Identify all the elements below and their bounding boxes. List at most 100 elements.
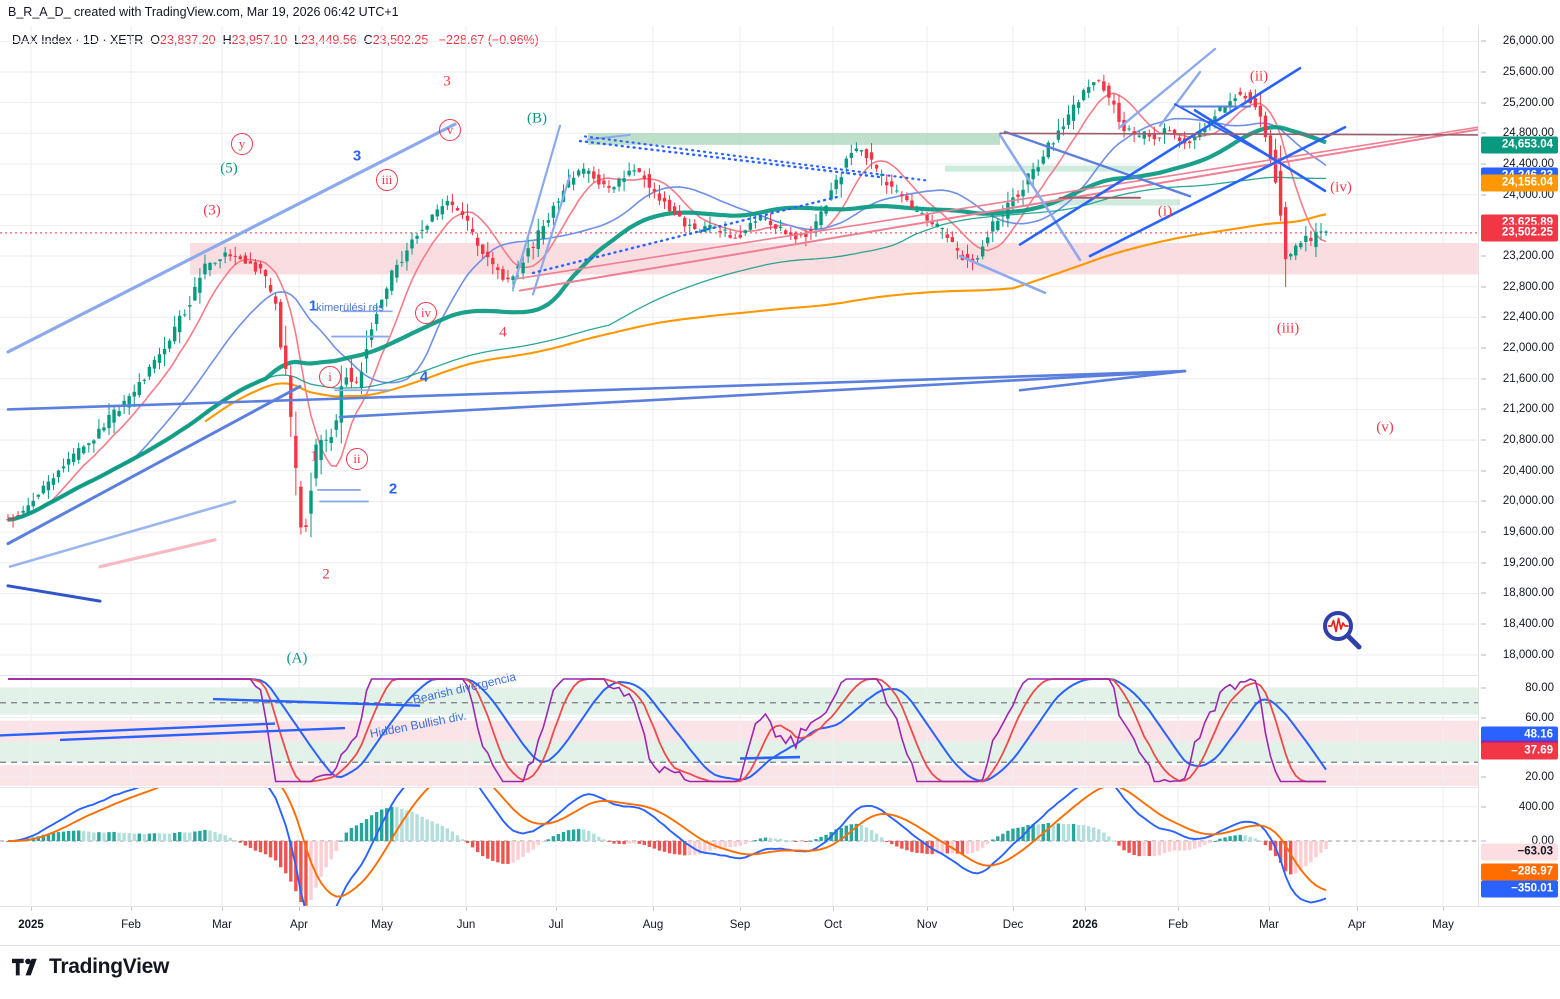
tradingview-logo-icon [12, 958, 37, 975]
time-tick-mark [222, 907, 223, 911]
candlestick-series [6, 74, 1328, 538]
time-tick-label: 2026 [1072, 919, 1098, 931]
time-tick-label: Feb [1168, 919, 1188, 931]
price-tick-label: 18,000.00 [1502, 648, 1554, 661]
time-tick-label: Jul [548, 919, 564, 931]
pane-separator-1[interactable] [0, 675, 1560, 676]
price-tick-mark [1481, 470, 1486, 472]
time-tick-label: Feb [121, 919, 141, 931]
legend-close-value: 23,502.25 [372, 33, 429, 47]
rsi-tick-mark [1481, 776, 1486, 778]
legend-open-value: 23,837.20 [160, 33, 216, 47]
rsi-pane[interactable] [0, 676, 1478, 786]
macd-pane[interactable] [0, 788, 1478, 906]
price-tick-mark [1481, 347, 1486, 349]
time-tick-mark [1443, 907, 1444, 911]
ema-badge[interactable]: 24,653.04 [1481, 136, 1558, 154]
moving-averages [7, 92, 1327, 522]
time-tick-mark [740, 907, 741, 911]
rsi-ma-red-badge[interactable]: 37.69 [1481, 742, 1558, 760]
watermark-text: B_R_A_D_ created with TradingView.com, M… [8, 5, 399, 19]
macd-line-badge[interactable]: −350.01 [1481, 880, 1558, 898]
macd-tick-mark [1481, 840, 1486, 842]
legend-interval[interactable]: 1D [82, 33, 99, 47]
pane-separator-2[interactable] [0, 787, 1560, 788]
macd-histogram-badge[interactable]: −63.03 [1481, 843, 1558, 861]
price-tick-label: 20,800.00 [1502, 434, 1554, 447]
price-tick-label: 25,200.00 [1502, 96, 1554, 109]
price-tick-label: 22,000.00 [1502, 342, 1554, 355]
time-tick-label: Sep [729, 919, 751, 931]
legend-high-label: H [222, 33, 232, 47]
price-tick-label: 25,600.00 [1502, 66, 1554, 78]
price-tick-label: 19,600.00 [1502, 526, 1554, 539]
time-tick-label: Jun [456, 919, 476, 931]
tradingview-wordmark: TradingView [49, 955, 170, 978]
legend-change: −228.67 (−0.96%) [438, 33, 539, 47]
price-tick-mark [1481, 71, 1486, 73]
price-pane[interactable] [0, 26, 1478, 674]
time-tick-mark [466, 907, 467, 911]
price-tick-mark [1481, 286, 1486, 288]
price-tick-mark [1481, 654, 1486, 656]
time-tick-label: Mar [212, 919, 232, 931]
price-tick-mark [1481, 592, 1486, 594]
price-tick-label: 18,800.00 [1502, 587, 1554, 600]
rsi-tick-label: 80.00 [1525, 681, 1554, 694]
price-tick-label: 20,400.00 [1502, 464, 1554, 477]
time-tick-label: 2025 [18, 919, 44, 931]
macd-signal-badge[interactable]: −286.97 [1481, 863, 1558, 881]
rsi-tick-label: 60.00 [1525, 711, 1554, 724]
price-zones [190, 132, 1478, 275]
time-tick-mark [1013, 907, 1014, 911]
price-tick-label: 24,400.00 [1502, 158, 1554, 171]
time-tick-label: Aug [642, 919, 664, 931]
time-tick-label: May [1432, 919, 1454, 931]
time-tick-label: Mar [1259, 919, 1279, 931]
legend-open-label: O [150, 33, 160, 47]
price-tick-label: 20,000.00 [1502, 495, 1554, 508]
price-tick-mark [1481, 194, 1486, 196]
last-price-badge[interactable]: 23,502.25 [1481, 224, 1558, 242]
time-tick-mark [653, 907, 654, 911]
legend-low-value: 23,449.56 [301, 33, 357, 47]
time-tick-mark [556, 907, 557, 911]
time-tick-mark [833, 907, 834, 911]
price-tick-label: 26,000.00 [1502, 35, 1554, 48]
legend-exchange: XETR [109, 33, 144, 47]
price-tick-label: 21,200.00 [1502, 403, 1554, 416]
rsi-tick-label: 20.00 [1525, 771, 1554, 784]
price-tick-mark [1481, 132, 1486, 134]
price-tick-mark [1481, 531, 1486, 533]
price-tick-label: 18,400.00 [1502, 618, 1554, 631]
price-tick-mark [1481, 40, 1486, 42]
magnifier-pulse-icon[interactable] [1320, 608, 1366, 654]
time-tick-label: May [371, 919, 393, 931]
macd-background [0, 788, 1478, 906]
price-tick-label: 24,000.00 [1502, 188, 1554, 201]
rsi-divergence-lines[interactable] [0, 697, 801, 760]
price-tick-mark [1481, 255, 1486, 257]
time-scale[interactable]: 2025 Feb Mar Apr May Jun Jul Aug Sep Oct Nov Dec 202… [0, 906, 1560, 946]
macd-histogram [6, 806, 1328, 906]
rsi-background [0, 676, 1478, 786]
time-tick-mark [131, 907, 132, 911]
time-tick-mark [382, 907, 383, 911]
price-tick-label: 21,600.00 [1502, 372, 1554, 385]
rsi-ma-blue-badge[interactable]: 48.16 [1481, 726, 1558, 744]
price-tick-mark [1481, 562, 1486, 564]
time-tick-mark [1269, 907, 1270, 911]
time-tick-label: Dec [1002, 919, 1024, 931]
ma200-badge[interactable]: 24,156.04 [1481, 174, 1558, 192]
price-scale[interactable]: 26,000.00 25,600.00 25,200.00 24,800.00 24,4… [1478, 26, 1560, 906]
time-tick-mark [1178, 907, 1179, 911]
trend-drawings[interactable] [6, 47, 1478, 603]
price-tick-mark [1481, 500, 1486, 502]
time-tick-label: Nov [916, 919, 938, 931]
legend-symbol[interactable]: DAX Index [12, 33, 72, 47]
time-tick-mark [299, 907, 300, 911]
legend-close-label: C [363, 33, 373, 47]
price-tick-mark [1481, 408, 1486, 410]
chart-legend: DAX Index · 1D · XETR O23,837.20 H23,957… [12, 33, 539, 47]
price-tick-mark [1481, 316, 1486, 318]
